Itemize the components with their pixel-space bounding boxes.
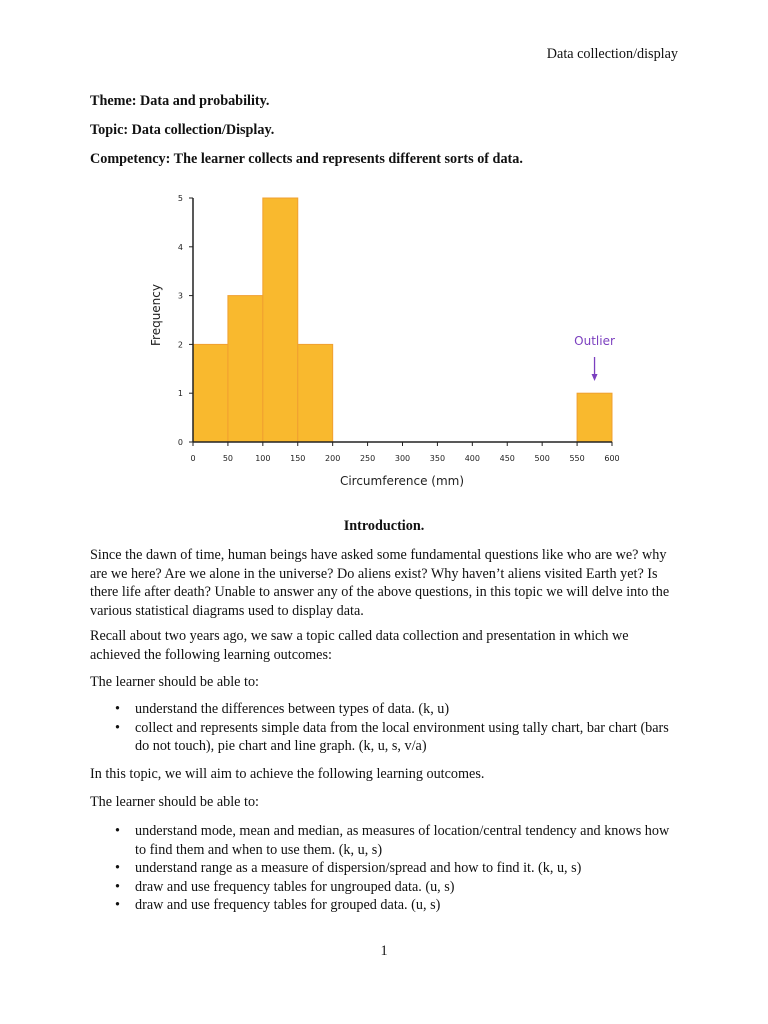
- histogram-chart: 0 50 100 150 200 250 300 350 400 450 500 550 600 0 1 2 3…: [149, 194, 620, 488]
- theme: Theme: Data and probability.: [90, 93, 270, 109]
- histogram-bar: [297, 343, 334, 443]
- intro-heading: Introduction.: [343, 518, 425, 534]
- y-tick-label: 4: [178, 243, 183, 252]
- histogram-bar: [576, 392, 613, 443]
- x-tick-label: 200: [325, 454, 340, 463]
- competency: Competency: The learner collects and rep…: [90, 151, 523, 167]
- x-tick-label: 450: [500, 454, 515, 463]
- x-tick-label: 500: [535, 454, 550, 463]
- list-item: draw and use frequency tables for ungrou…: [90, 878, 680, 897]
- outcomes-list: understand mode, mean and median, as mea…: [90, 822, 680, 915]
- histogram-bar: [227, 295, 264, 443]
- y-tick-label: 2: [178, 340, 183, 349]
- paragraph: The learner should be able to:: [90, 794, 260, 810]
- y-tick-label: 3: [178, 292, 183, 301]
- y-tick-label: 5: [178, 194, 183, 203]
- x-tick-label: 350: [430, 454, 445, 463]
- paragraph: The learner should be able to:: [90, 674, 260, 690]
- outlier-annotation: Outlier: [574, 334, 615, 348]
- x-tick-label: 400: [465, 454, 480, 463]
- y-axis-label: Frequency: [149, 284, 163, 346]
- x-tick-label: 250: [360, 454, 375, 463]
- page-number: 1: [380, 943, 388, 959]
- histogram-bar: [262, 197, 299, 443]
- paragraph: Since the dawn of time, human beings hav…: [90, 547, 670, 619]
- x-tick-label: 50: [223, 454, 233, 463]
- x-tick-label: 600: [604, 454, 619, 463]
- list-item: understand the differences between types…: [90, 700, 680, 719]
- histogram-bar: [192, 343, 229, 443]
- x-tick-label: 0: [190, 454, 195, 463]
- arrow-head-icon: [591, 374, 598, 381]
- x-tick-label: 150: [290, 454, 305, 463]
- x-tick-label: 300: [395, 454, 410, 463]
- list-item: draw and use frequency tables for groupe…: [90, 896, 680, 915]
- prior-outcomes-list: understand the differences between types…: [90, 700, 680, 756]
- x-axis-label: Circumference (mm): [340, 474, 464, 488]
- list-item: understand mode, mean and median, as mea…: [90, 822, 680, 859]
- x-tick-label: 550: [569, 454, 584, 463]
- list-item: understand range as a measure of dispers…: [90, 859, 680, 878]
- paragraph: Recall about two years ago, we saw a top…: [90, 628, 629, 663]
- y-tick-label: 1: [178, 389, 183, 398]
- running-header: Data collection/display: [546, 46, 678, 62]
- x-tick-label: 100: [255, 454, 270, 463]
- topic: Topic: Data collection/Display.: [90, 122, 275, 138]
- list-item: collect and represents simple data from …: [90, 719, 680, 756]
- y-tick-label: 0: [178, 438, 183, 447]
- paragraph: In this topic, we will aim to achieve th…: [90, 766, 485, 782]
